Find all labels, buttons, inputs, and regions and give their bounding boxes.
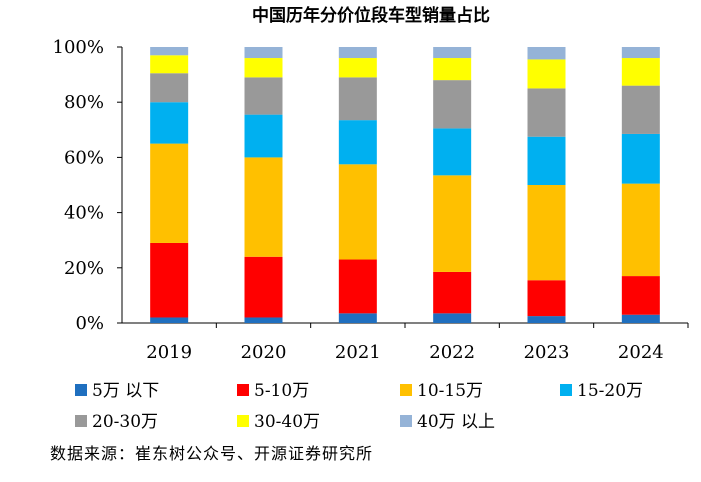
bar-segment bbox=[244, 256, 283, 318]
bar-segment bbox=[621, 47, 660, 59]
bar-segment bbox=[621, 58, 660, 86]
y-tick-label: 40% bbox=[64, 203, 104, 224]
legend-item: 40万 以上 bbox=[400, 412, 495, 432]
bar-segment bbox=[433, 47, 472, 59]
bar-segment bbox=[338, 58, 377, 78]
bar-segment bbox=[244, 58, 283, 78]
legend-swatch bbox=[400, 384, 412, 396]
y-tick-label: 0% bbox=[75, 313, 104, 334]
bar-segment bbox=[621, 314, 660, 323]
legend-item: 20-30万 bbox=[75, 412, 158, 432]
bar-segment bbox=[527, 59, 566, 89]
legend-label: 10-15万 bbox=[417, 381, 483, 401]
bar-segment bbox=[150, 317, 189, 323]
x-tick-label: 2022 bbox=[429, 342, 475, 363]
bar-segment bbox=[150, 102, 189, 144]
bar-segment bbox=[621, 85, 660, 134]
x-tick-label: 2021 bbox=[335, 342, 381, 363]
x-tick-label: 2024 bbox=[618, 342, 664, 363]
legend-label: 15-20万 bbox=[577, 381, 643, 401]
bar-segment bbox=[527, 47, 566, 60]
legend-item: 5-10万 bbox=[237, 381, 309, 401]
bar-segment bbox=[244, 114, 283, 158]
legend-label: 5万 以下 bbox=[92, 381, 159, 401]
bar-segment bbox=[244, 47, 283, 59]
legend-swatch bbox=[237, 415, 249, 427]
chart-title: 中国历年分价位段车型销量占比 bbox=[252, 5, 490, 26]
bar-segment bbox=[150, 47, 189, 56]
bar-segment bbox=[338, 164, 377, 260]
x-tick-label: 2020 bbox=[241, 342, 287, 363]
bar-segment bbox=[338, 313, 377, 323]
legend-label: 20-30万 bbox=[92, 412, 158, 432]
legend-item: 5万 以下 bbox=[75, 381, 159, 401]
legend-swatch bbox=[560, 384, 572, 396]
legend-swatch bbox=[237, 384, 249, 396]
bar-segment bbox=[527, 136, 566, 185]
bar-segment bbox=[433, 313, 472, 323]
bar-segment bbox=[527, 185, 566, 281]
bar-segment bbox=[150, 242, 189, 318]
legend-swatch bbox=[75, 415, 87, 427]
bar-segment bbox=[433, 58, 472, 81]
bar-segment bbox=[621, 276, 660, 315]
bar-segment bbox=[244, 77, 283, 115]
legend-item: 15-20万 bbox=[560, 381, 643, 401]
legend-swatch bbox=[75, 384, 87, 396]
bar-segment bbox=[433, 80, 472, 129]
bar-segment bbox=[433, 271, 472, 314]
bar-segment bbox=[338, 259, 377, 314]
plot-area: 0% 20% 40% 60% 80% 100% 2019 2020 2021 2022 2023 20… bbox=[53, 37, 689, 363]
x-tick-label: 2019 bbox=[146, 342, 192, 363]
bar-segment bbox=[338, 47, 377, 59]
bar-segment bbox=[150, 73, 189, 103]
legend-label: 40万 以上 bbox=[417, 412, 495, 432]
bar-segment bbox=[244, 157, 283, 257]
y-tick-label: 60% bbox=[64, 147, 104, 168]
legend-item: 10-15万 bbox=[400, 381, 483, 401]
y-tick-label: 100% bbox=[53, 37, 104, 58]
bar-segment bbox=[527, 88, 566, 137]
bar-segment bbox=[244, 317, 283, 323]
legend-label: 5-10万 bbox=[254, 381, 309, 401]
legend: 5万 以下 5-10万 10-15万 15-20万 20-30万 30-40万 40万 以上 bbox=[75, 381, 643, 432]
bar-segment bbox=[338, 120, 377, 165]
bar-segment bbox=[621, 133, 660, 184]
legend-item: 30-40万 bbox=[237, 412, 320, 432]
legend-label: 30-40万 bbox=[254, 412, 320, 432]
source-note: 数据来源：崔东树公众号、开源证券研究所 bbox=[50, 444, 374, 463]
x-tick-label: 2023 bbox=[524, 342, 570, 363]
bar-segment bbox=[433, 128, 472, 176]
y-tick-label: 80% bbox=[64, 92, 104, 113]
bar-segment bbox=[433, 175, 472, 272]
bar-segment bbox=[150, 55, 189, 74]
legend-swatch bbox=[400, 415, 412, 427]
bar-segment bbox=[527, 280, 566, 317]
bar-segment bbox=[150, 143, 189, 243]
bar-segment bbox=[527, 316, 566, 323]
bar-segment bbox=[338, 77, 377, 121]
y-tick-label: 20% bbox=[64, 258, 104, 279]
bar-segment bbox=[621, 183, 660, 277]
